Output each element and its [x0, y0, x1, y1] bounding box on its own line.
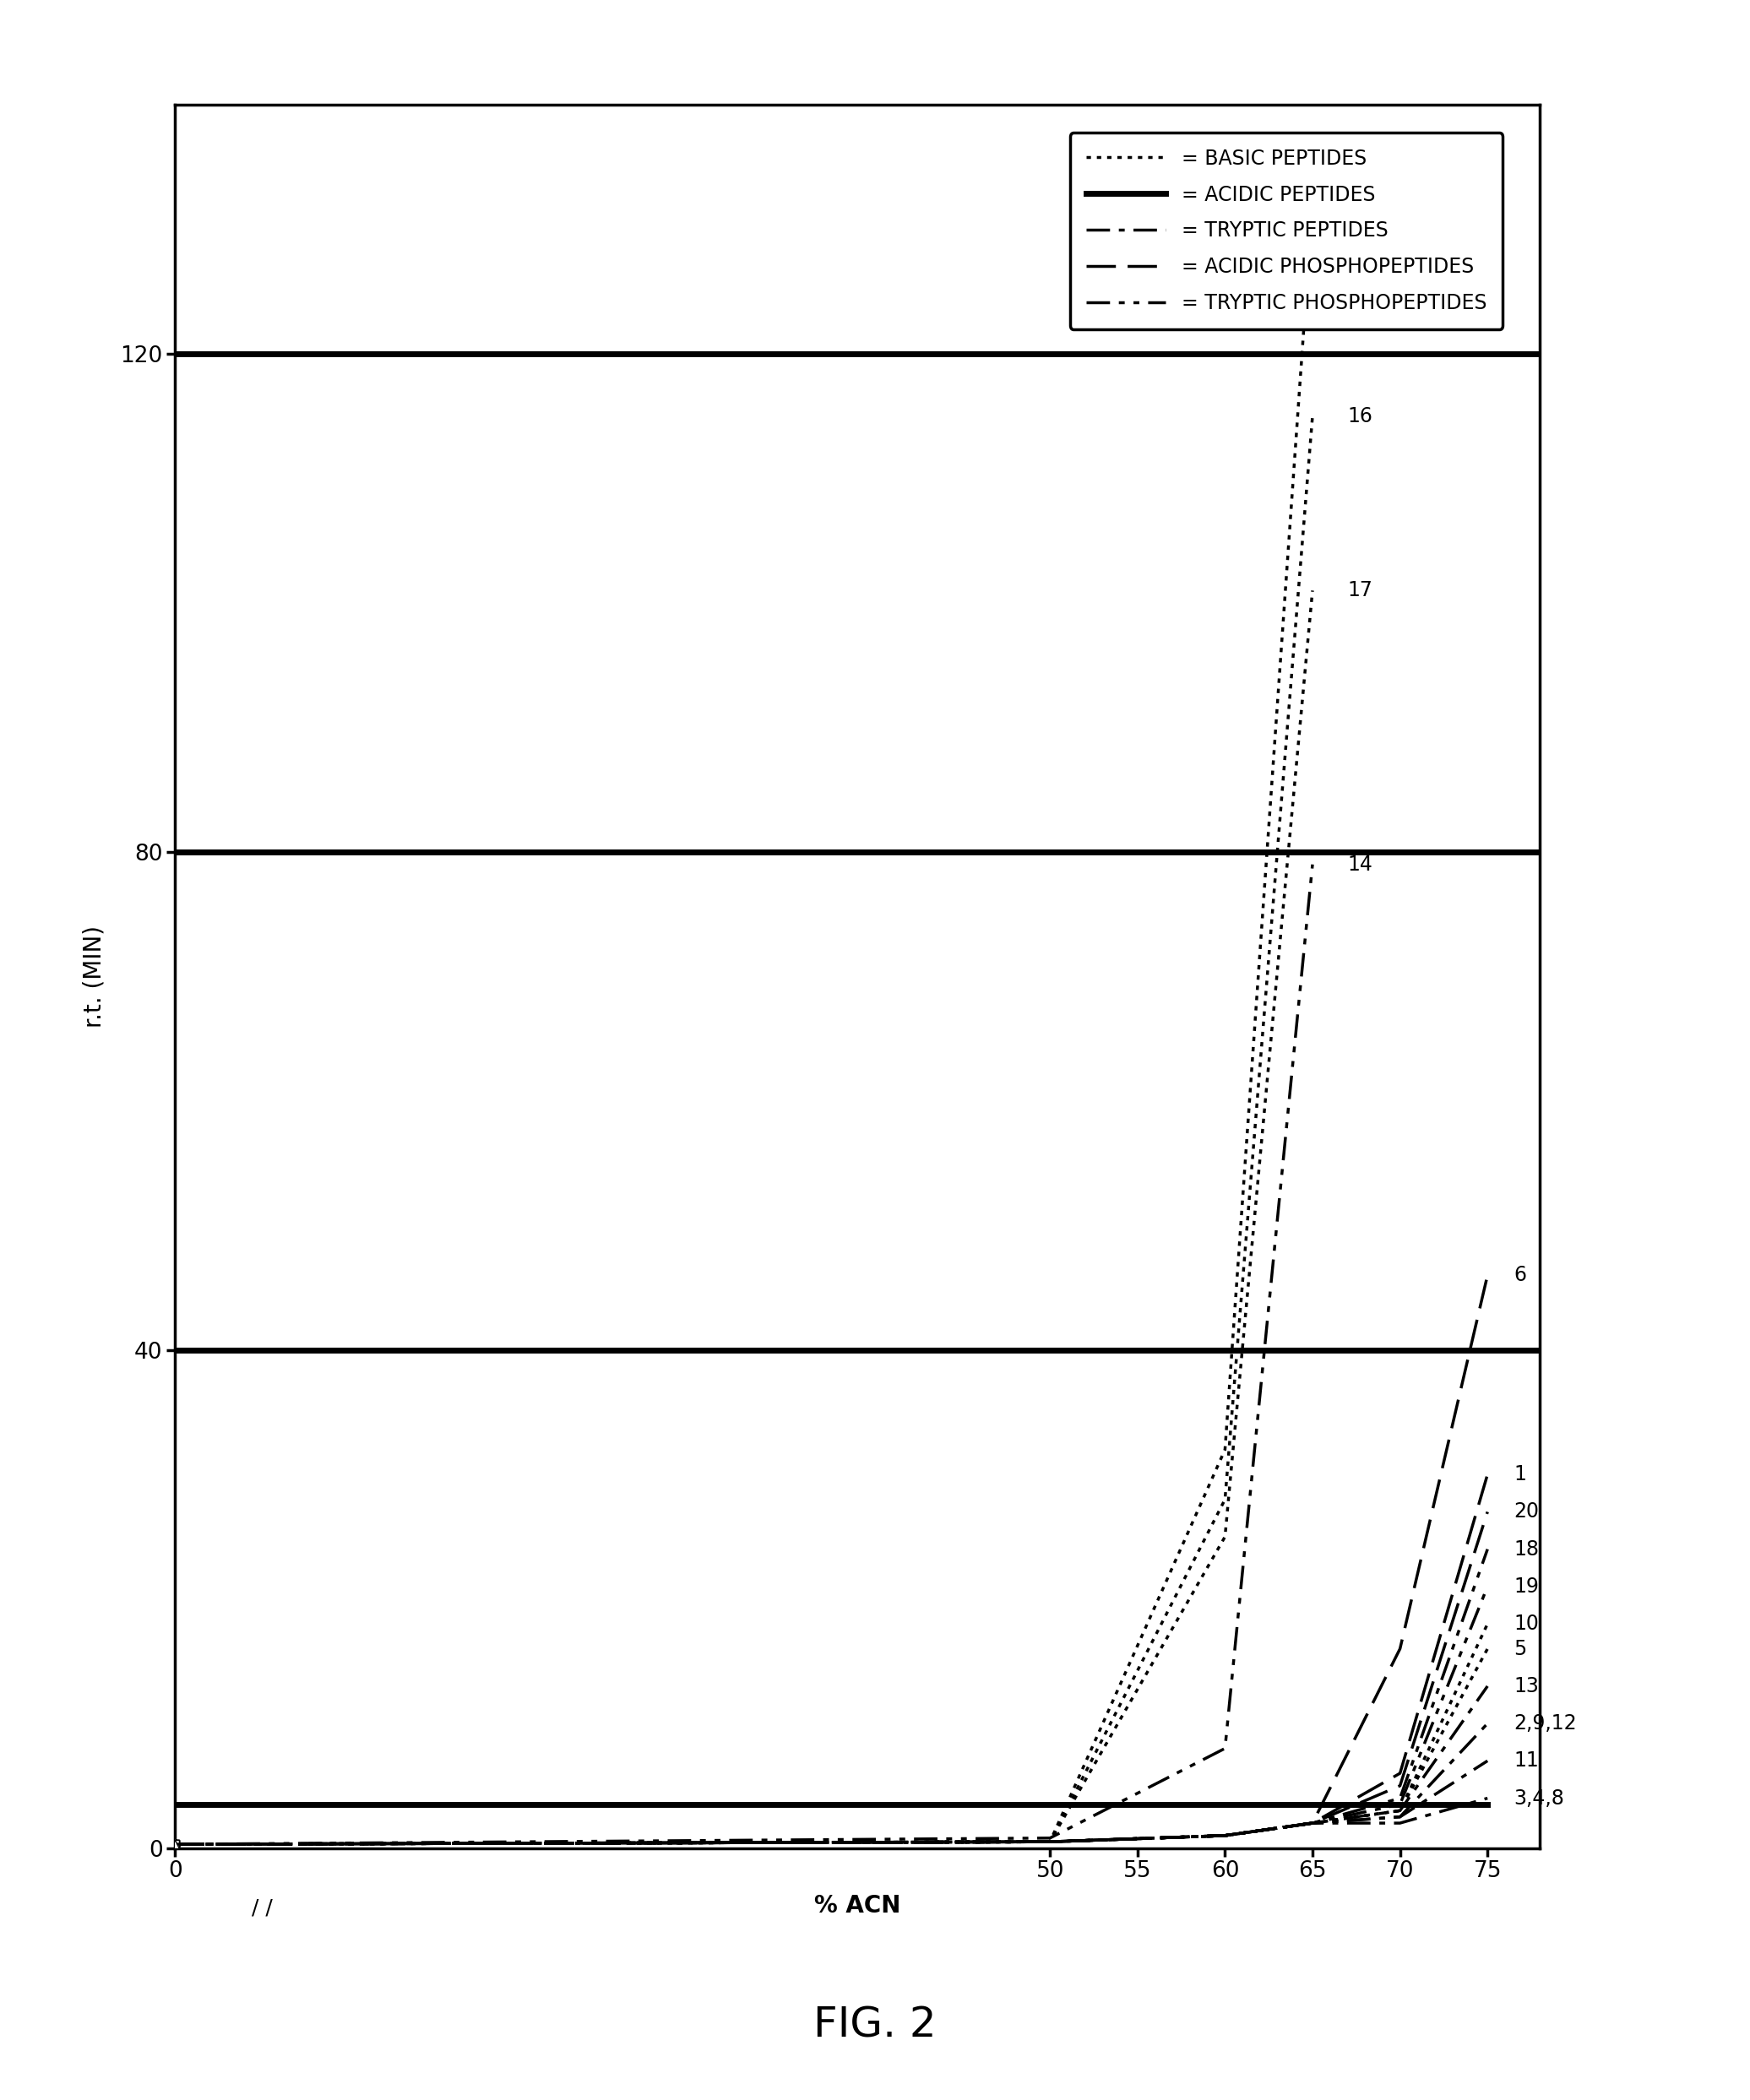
Text: 11: 11: [1514, 1751, 1538, 1770]
Y-axis label: r.t. (MIN): r.t. (MIN): [82, 926, 107, 1027]
Text: / /: / /: [252, 1898, 273, 1917]
Text: 13: 13: [1514, 1676, 1538, 1697]
Text: 3,4,8: 3,4,8: [1514, 1787, 1564, 1808]
Text: 18: 18: [1514, 1539, 1538, 1560]
Text: 15: 15: [1348, 195, 1374, 214]
Text: 5: 5: [1514, 1638, 1526, 1659]
Text: 10: 10: [1514, 1613, 1538, 1634]
Text: 6: 6: [1514, 1264, 1526, 1285]
Text: 16: 16: [1348, 405, 1372, 426]
X-axis label: % ACN: % ACN: [814, 1894, 901, 1917]
Text: 20: 20: [1514, 1502, 1538, 1522]
Text: 17: 17: [1348, 580, 1372, 601]
Text: FIG. 2: FIG. 2: [814, 2006, 936, 2045]
Text: 14: 14: [1348, 855, 1372, 874]
Text: 19: 19: [1514, 1577, 1538, 1596]
Legend: = BASIC PEPTIDES, = ACIDIC PEPTIDES, = TRYPTIC PEPTIDES, = ACIDIC PHOSPHOPEPTIDE: = BASIC PEPTIDES, = ACIDIC PEPTIDES, = T…: [1069, 132, 1503, 330]
Text: 2,9,12: 2,9,12: [1514, 1714, 1577, 1735]
Text: 1: 1: [1514, 1464, 1526, 1485]
